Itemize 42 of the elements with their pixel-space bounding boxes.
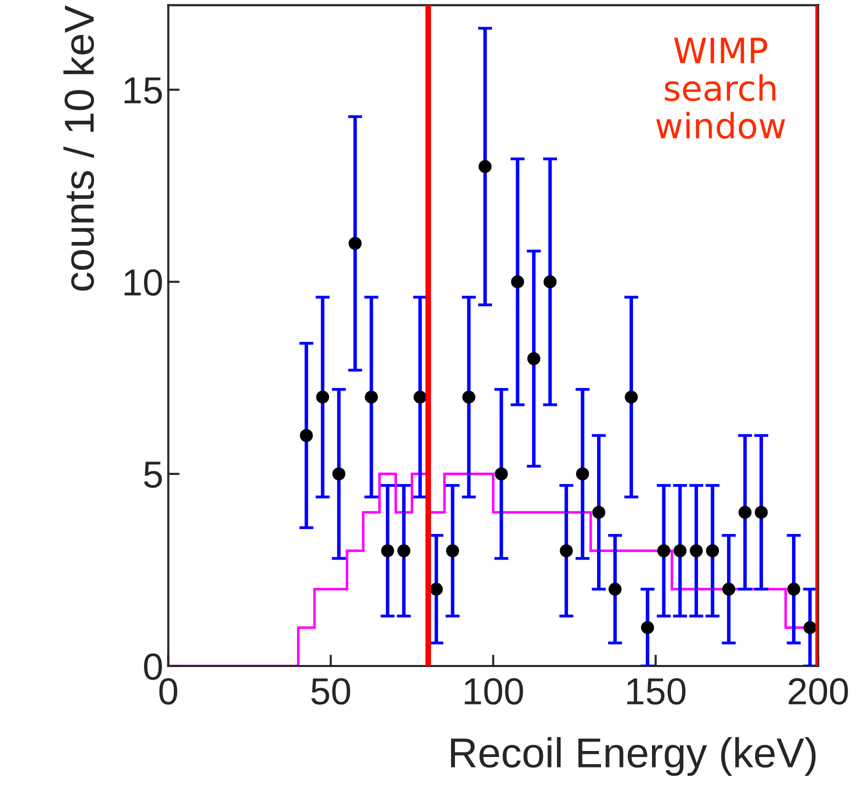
y-axis-title: counts / 10 keV (63, 5, 94, 291)
point (430, 582, 443, 596)
point (511, 275, 524, 288)
point (446, 544, 460, 558)
point (414, 390, 427, 404)
x-tick-label: 100 (464, 678, 524, 705)
point (624, 390, 638, 404)
point (608, 582, 622, 596)
point (803, 621, 817, 634)
point (787, 582, 800, 596)
y-tick-label: 5 (144, 462, 162, 488)
point (641, 621, 654, 634)
point (738, 506, 752, 519)
point (494, 467, 508, 480)
point (706, 544, 720, 558)
y-tick-label: 15 (124, 78, 162, 104)
point (332, 467, 346, 480)
x-axis-title: Recoil Energy (keV) (451, 737, 816, 776)
point (592, 506, 606, 519)
annotation: WIMP search window (656, 38, 786, 139)
point (576, 467, 590, 480)
point (722, 582, 736, 596)
point (657, 544, 670, 558)
point (560, 544, 573, 558)
x-tick-label: 50 (311, 678, 350, 705)
point (690, 544, 703, 558)
point (300, 428, 313, 442)
point (462, 390, 476, 404)
point (478, 160, 492, 174)
y-tick-label: 10 (124, 269, 162, 296)
x-tick-label: 200 (788, 678, 848, 705)
point (348, 236, 362, 250)
point (316, 390, 330, 404)
point (754, 506, 768, 519)
y-tick-label: 0 (144, 653, 162, 680)
point (364, 390, 378, 404)
x-tick-label: 150 (627, 678, 686, 705)
point (397, 544, 410, 558)
point (544, 275, 557, 288)
point (527, 352, 540, 366)
point (381, 544, 394, 558)
point (674, 544, 687, 558)
